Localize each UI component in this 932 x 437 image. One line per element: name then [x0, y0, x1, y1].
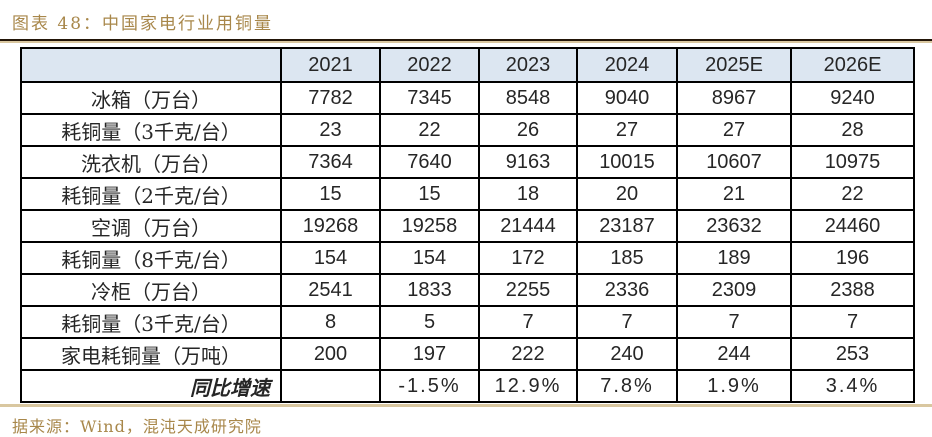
- table-header-row: 2021 2022 2023 2024 2025E 2026E: [20, 47, 915, 83]
- table-row: 空调（万台） 19268 19258 21444 23187 23632 24460: [20, 209, 915, 243]
- table-cell: 222: [478, 337, 578, 371]
- table-body: 冰箱（万台） 7782 7345 8548 9040 8967 9240 耗铜量（3千克/台）…: [20, 81, 915, 403]
- title-divider-tan-line: [0, 41, 932, 43]
- table-cell: 9240: [790, 81, 915, 115]
- title-divider-dark-line: [0, 39, 932, 41]
- row-label: 同比增速: [20, 369, 282, 403]
- table-row: 耗铜量（3千克/台） 8 5 7 7 7 7: [20, 305, 915, 339]
- table-cell: 15: [379, 177, 480, 211]
- table-cell: 23: [280, 113, 381, 147]
- table-cell: [280, 369, 381, 403]
- row-label: 空调（万台）: [20, 209, 282, 243]
- table-cell: 7.8%: [576, 369, 678, 403]
- column-header: 2025E: [676, 47, 792, 83]
- table-cell: 21444: [478, 209, 578, 243]
- table-cell: 24460: [790, 209, 915, 243]
- table-cell: -1.5%: [379, 369, 480, 403]
- table-cell: 253: [790, 337, 915, 371]
- figure-title: 图表 48：中国家电行业用铜量: [12, 14, 274, 34]
- table-cell: 2309: [676, 273, 792, 307]
- source-note: 据来源：Wind，混沌天成研究院: [12, 417, 262, 436]
- table-cell: 22: [379, 113, 480, 147]
- row-label: 洗衣机（万台）: [20, 145, 282, 179]
- table-cell: 7640: [379, 145, 480, 179]
- table-cell: 22: [790, 177, 915, 211]
- row-label: 耗铜量（3千克/台）: [20, 113, 282, 147]
- table-cell: 15: [280, 177, 381, 211]
- table-cell: 10975: [790, 145, 915, 179]
- table-cell: 7782: [280, 81, 381, 115]
- column-header: 2026E: [790, 47, 915, 83]
- column-header: 2022: [379, 47, 480, 83]
- table-cell: 12.9%: [478, 369, 578, 403]
- table-cell: 7: [676, 305, 792, 339]
- table-row: 同比增速 -1.5% 12.9% 7.8% 1.9% 3.4%: [20, 369, 915, 403]
- table-row: 耗铜量（8千克/台） 154 154 172 185 189 196: [20, 241, 915, 275]
- table-cell: 185: [576, 241, 678, 275]
- table-row: 冰箱（万台） 7782 7345 8548 9040 8967 9240: [20, 81, 915, 115]
- table-row: 耗铜量（2千克/台） 15 15 18 20 21 22: [20, 177, 915, 211]
- table-cell: 9040: [576, 81, 678, 115]
- table-cell: 26: [478, 113, 578, 147]
- table-cell: 197: [379, 337, 480, 371]
- table-cell: 2255: [478, 273, 578, 307]
- table-cell: 8: [280, 305, 381, 339]
- table-cell: 9163: [478, 145, 578, 179]
- table-cell: 3.4%: [790, 369, 915, 403]
- column-header: [20, 47, 282, 83]
- table-cell: 7: [478, 305, 578, 339]
- table-cell: 21: [676, 177, 792, 211]
- table-cell: 240: [576, 337, 678, 371]
- table-cell: 7345: [379, 81, 480, 115]
- table-cell: 2541: [280, 273, 381, 307]
- table-cell: 19268: [280, 209, 381, 243]
- table-cell: 7: [790, 305, 915, 339]
- table-cell: 10015: [576, 145, 678, 179]
- table-cell: 28: [790, 113, 915, 147]
- row-label: 耗铜量（3千克/台）: [20, 305, 282, 339]
- column-header: 2024: [576, 47, 678, 83]
- column-header: 2021: [280, 47, 381, 83]
- row-label: 冷柜（万台）: [20, 273, 282, 307]
- table-row: 洗衣机（万台） 7364 7640 9163 10015 10607 10975: [20, 145, 915, 179]
- table-cell: 19258: [379, 209, 480, 243]
- table-cell: 244: [676, 337, 792, 371]
- table-cell: 154: [280, 241, 381, 275]
- table-cell: 1.9%: [676, 369, 792, 403]
- table-cell: 172: [478, 241, 578, 275]
- table-cell: 1833: [379, 273, 480, 307]
- copper-usage-table: 2021 2022 2023 2024 2025E 2026E 冰箱（万台） 7782 734…: [20, 47, 915, 403]
- table-row: 冷柜（万台） 2541 1833 2255 2336 2309 2388: [20, 273, 915, 307]
- table-row: 家电耗铜量（万吨） 200 197 222 240 244 253: [20, 337, 915, 371]
- table-cell: 2388: [790, 273, 915, 307]
- table-cell: 7364: [280, 145, 381, 179]
- table-row: 耗铜量（3千克/台） 23 22 26 27 27 28: [20, 113, 915, 147]
- row-label: 耗铜量（8千克/台）: [20, 241, 282, 275]
- table-cell: 189: [676, 241, 792, 275]
- table-bottom-rule: [0, 404, 932, 407]
- table-cell: 27: [676, 113, 792, 147]
- table-cell: 23187: [576, 209, 678, 243]
- table-cell: 8548: [478, 81, 578, 115]
- column-header: 2023: [478, 47, 578, 83]
- row-label: 冰箱（万台）: [20, 81, 282, 115]
- table-cell: 7: [576, 305, 678, 339]
- row-label: 家电耗铜量（万吨）: [20, 337, 282, 371]
- row-label: 耗铜量（2千克/台）: [20, 177, 282, 211]
- table-cell: 10607: [676, 145, 792, 179]
- table-cell: 5: [379, 305, 480, 339]
- table-cell: 196: [790, 241, 915, 275]
- table-cell: 27: [576, 113, 678, 147]
- table-cell: 8967: [676, 81, 792, 115]
- table-cell: 20: [576, 177, 678, 211]
- table-cell: 154: [379, 241, 480, 275]
- table-cell: 18: [478, 177, 578, 211]
- table-cell: 200: [280, 337, 381, 371]
- table-cell: 23632: [676, 209, 792, 243]
- title-divider: [0, 39, 932, 43]
- table-cell: 2336: [576, 273, 678, 307]
